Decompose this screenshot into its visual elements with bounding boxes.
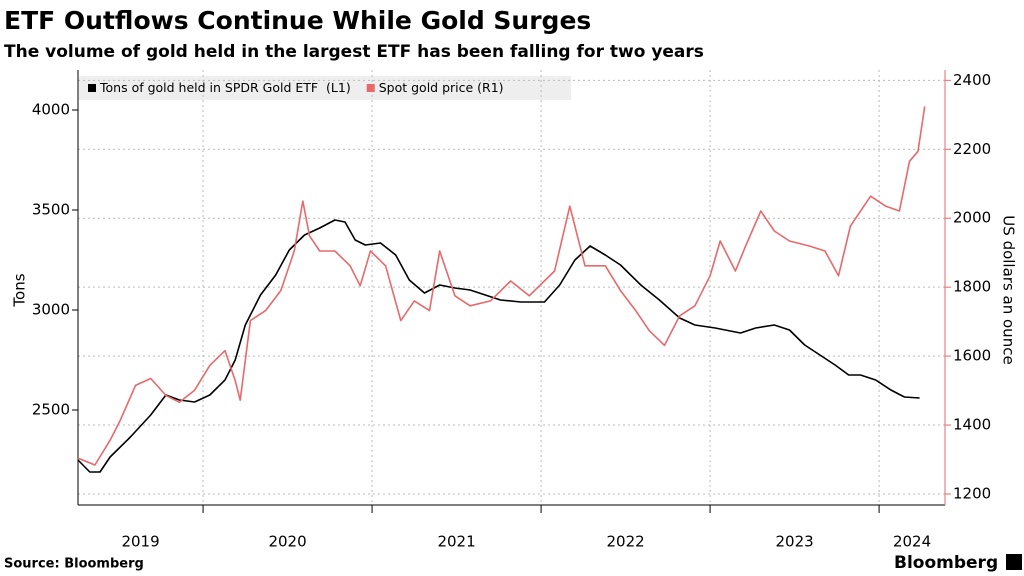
source: Source: Bloomberg xyxy=(4,557,144,572)
x-tick-label: 2024 xyxy=(893,533,931,551)
legend-label: Spot gold price (R1) xyxy=(379,80,504,95)
logo-icon xyxy=(1006,554,1022,570)
y-axis-label: Tons xyxy=(11,273,29,307)
legend-swatch xyxy=(88,84,96,92)
legend-swatch xyxy=(366,84,375,92)
x-tick-label: 2023 xyxy=(775,533,813,551)
y-tick-label: 2500 xyxy=(32,401,70,419)
y2-tick-label: 2000 xyxy=(953,209,991,227)
x-tick-label: 2020 xyxy=(268,533,306,551)
y-tick-label: 4000 xyxy=(32,101,70,119)
x-tick-label: 2019 xyxy=(121,533,159,551)
x-tick-label: 2021 xyxy=(437,533,475,551)
y2-axis-label: US dollars an ounce xyxy=(1000,215,1018,364)
series-line xyxy=(77,219,920,473)
y-tick-label: 3000 xyxy=(32,301,70,319)
y-tick-label: 3500 xyxy=(32,201,70,219)
y2-tick-label: 2400 xyxy=(953,71,991,89)
chart-title: ETF Outflows Continue While Gold Surges xyxy=(4,6,591,35)
y2-tick-label: 2200 xyxy=(953,140,991,158)
y2-tick-label: 1800 xyxy=(953,278,991,296)
y2-tick-label: 1200 xyxy=(953,484,991,502)
y2-tick-label: 1600 xyxy=(953,347,991,365)
x-tick-label: 2022 xyxy=(606,533,644,551)
y2-tick-label: 1400 xyxy=(953,416,991,434)
logo: Bloomberg xyxy=(894,553,998,573)
legend-label: Tons of gold held in SPDR Gold ETF (L1) xyxy=(99,80,351,95)
chart-subtitle: The volume of gold held in the largest E… xyxy=(4,42,704,62)
series-line xyxy=(77,106,926,466)
